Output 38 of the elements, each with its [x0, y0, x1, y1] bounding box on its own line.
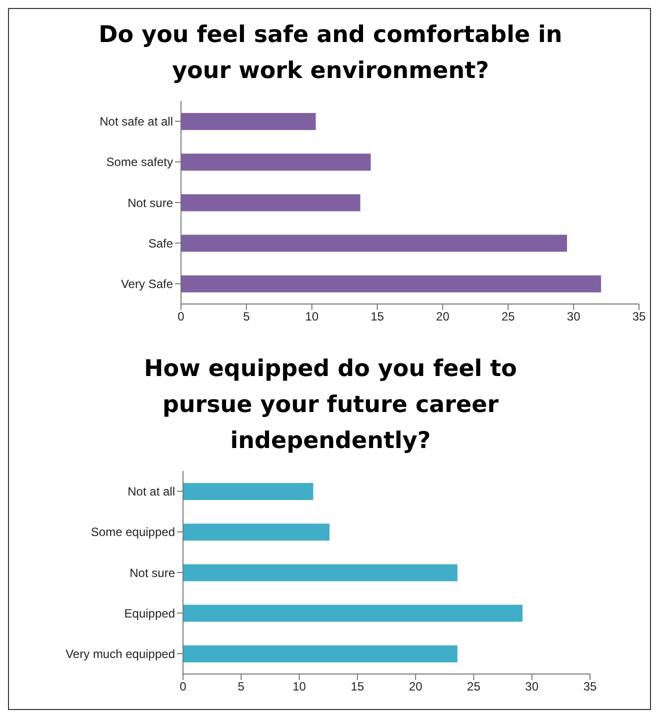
bar [183, 564, 458, 582]
y-tick-label: Not safe at all [100, 114, 173, 129]
y-tick-label: Not at all [128, 484, 175, 499]
bar [183, 483, 314, 500]
x-tick-label: 0 [180, 680, 187, 694]
x-tick-label: 10 [305, 310, 319, 324]
x-tick-label: 5 [243, 310, 250, 324]
x-tick-label: 0 [178, 310, 185, 324]
bar [183, 645, 458, 662]
y-tick-label: Very Safe [120, 276, 174, 291]
x-tick-label: 30 [566, 310, 581, 324]
x-tick-label: 20 [408, 680, 423, 694]
x-tick-label: 15 [370, 310, 384, 324]
bar [183, 524, 330, 541]
x-tick-label: 5 [238, 680, 245, 694]
y-tick-label: Some safety [106, 155, 173, 170]
x-tick-label: 25 [467, 680, 481, 694]
y-tick-label: Safe [148, 236, 174, 250]
chart-title: How equipped do you feel to pursue your future career independently? [143, 355, 518, 456]
y-tick-label: Equipped [124, 606, 175, 620]
bar [181, 234, 568, 252]
y-tick-label: Not sure [130, 566, 176, 580]
y-tick-label: Some equipped [90, 525, 175, 540]
bar [181, 154, 371, 171]
bar [181, 113, 316, 130]
bar [181, 275, 602, 292]
bar [183, 604, 523, 622]
x-tick-label: 30 [525, 680, 539, 694]
y-tick-label: Not sure [128, 196, 174, 210]
x-tick-label: 15 [350, 680, 364, 694]
x-tick-label: 35 [583, 680, 597, 694]
x-tick-label: 25 [501, 310, 516, 324]
y-tick-label: Very much equipped [66, 646, 175, 661]
x-tick-label: 10 [292, 680, 306, 694]
x-tick-label: 35 [632, 310, 646, 324]
chart-title: Do you feel safe and comfortable in your work environment? [98, 21, 564, 86]
x-tick-label: 20 [436, 310, 450, 324]
bar [181, 194, 360, 212]
